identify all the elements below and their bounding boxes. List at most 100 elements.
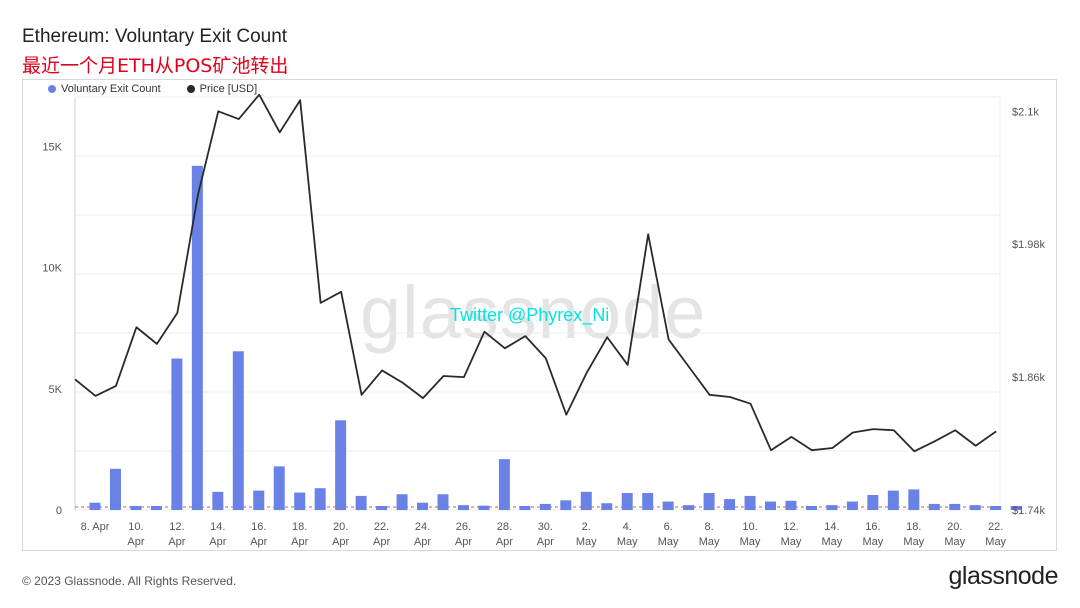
exit-count-bar <box>662 501 674 510</box>
x-tick-label: 14. <box>210 521 225 533</box>
exit-count-bar <box>191 165 203 510</box>
exit-count-bar <box>785 500 797 510</box>
exit-count-bar <box>355 495 367 510</box>
x-tick-month-label: Apr <box>373 536 390 548</box>
exit-count-bar <box>580 491 592 510</box>
exit-count-bar <box>335 420 347 510</box>
x-tick-label: 28. <box>497 521 512 533</box>
x-tick-label: 24. <box>415 521 430 533</box>
glassnode-logo: glassnode <box>948 562 1059 590</box>
x-tick-month-label: May <box>822 536 843 548</box>
legend-item-price[interactable]: Price [USD] <box>186 83 258 95</box>
exit-count-bar <box>253 490 265 510</box>
x-tick-label: 22. <box>988 521 1003 533</box>
exit-count-bar <box>478 505 490 510</box>
left-tick-label: 0 <box>56 505 62 517</box>
legend-item-exit-count[interactable]: Voluntary Exit Count <box>48 83 161 95</box>
right-tick-label: $1.74k <box>1012 505 1046 517</box>
left-tick-label: 10K <box>42 263 62 275</box>
x-tick-month-label: May <box>740 536 761 548</box>
x-tick-month-label: May <box>944 536 965 548</box>
exit-count-bar <box>683 505 695 510</box>
x-tick-label: 10. <box>742 521 757 533</box>
exit-count-bar <box>765 501 777 510</box>
left-tick-label: 5K <box>49 384 63 396</box>
x-tick-month-label: Apr <box>168 536 185 548</box>
x-tick-label: 4. <box>623 521 632 533</box>
x-tick-month-label: Apr <box>127 536 144 548</box>
exit-count-bar <box>457 505 469 510</box>
x-tick-label: 12. <box>783 521 798 533</box>
x-tick-label: 16. <box>865 521 880 533</box>
x-tick-label: 18. <box>292 521 307 533</box>
x-tick-month-label: May <box>617 536 638 548</box>
chart-frame <box>22 79 1057 551</box>
x-tick-month-label: May <box>576 536 597 548</box>
exit-count-bar <box>314 488 326 510</box>
x-tick-label: 20. <box>947 521 962 533</box>
exit-count-bar <box>724 499 736 510</box>
chart-title: Ethereum: Voluntary Exit Count <box>22 26 288 47</box>
exit-count-bar <box>498 459 510 510</box>
price-line <box>74 93 997 453</box>
exit-count-bar <box>376 506 388 510</box>
x-tick-month-label: Apr <box>537 536 554 548</box>
exit-count-bar <box>744 495 756 510</box>
legend-label-price: Price [USD] <box>199 83 258 95</box>
exit-count-bar <box>89 502 101 510</box>
exit-count-bar <box>908 489 920 510</box>
x-tick-label: 16. <box>251 521 266 533</box>
x-tick-label: 30. <box>538 521 553 533</box>
exit-count-bar <box>109 468 121 510</box>
x-tick-month-label: May <box>699 536 720 548</box>
exit-count-bar <box>805 506 817 510</box>
x-tick-month-label: May <box>658 536 679 548</box>
exit-count-bar <box>928 503 940 510</box>
exit-count-bar <box>887 490 899 510</box>
exit-count-bar <box>212 491 224 510</box>
right-tick-label: $1.86k <box>1012 372 1046 384</box>
x-tick-month-label: Apr <box>291 536 308 548</box>
exit-count-bar <box>150 506 162 510</box>
exit-count-bar <box>621 493 633 510</box>
x-tick-label: 20. <box>333 521 348 533</box>
x-tick-label: 6. <box>664 521 673 533</box>
exit-count-bar <box>539 503 551 510</box>
exit-count-bar <box>232 351 244 510</box>
exit-count-bar <box>560 500 572 510</box>
x-tick-label: 18. <box>906 521 921 533</box>
exit-count-bar <box>273 466 285 510</box>
x-tick-label: 22. <box>374 521 389 533</box>
exit-count-bar <box>519 506 531 510</box>
exit-count-bar <box>990 506 1002 510</box>
glassnode-watermark: glassnode <box>360 271 707 354</box>
chart-subtitle: 最近一个月ETH从POS矿池转出 <box>22 55 289 77</box>
left-tick-label: 15K <box>42 141 62 153</box>
chart-legend: Voluntary Exit Count Price [USD] <box>48 83 257 95</box>
exit-count-bar <box>846 501 858 510</box>
exit-count-bar <box>703 493 715 510</box>
exit-count-bar <box>130 506 142 510</box>
x-tick-month-label: Apr <box>496 536 513 548</box>
exit-count-bar <box>642 493 654 510</box>
x-tick-label: 10. <box>128 521 143 533</box>
exit-count-bar <box>949 503 961 510</box>
exit-count-bar <box>867 494 879 510</box>
x-tick-label: 26. <box>456 521 471 533</box>
exit-count-bar <box>437 494 449 510</box>
exit-count-bar <box>294 492 306 510</box>
twitter-overlay-text: Twitter @Phyrex_Ni <box>450 305 610 325</box>
x-tick-label: 2. <box>582 521 591 533</box>
right-tick-label: $1.98k <box>1012 239 1046 251</box>
exit-count-bar <box>417 502 429 510</box>
x-tick-label: 8. Apr <box>81 521 110 533</box>
x-tick-month-label: May <box>862 536 883 548</box>
x-tick-month-label: Apr <box>209 536 226 548</box>
x-tick-month-label: Apr <box>332 536 349 548</box>
x-tick-month-label: Apr <box>414 536 431 548</box>
exit-count-bar <box>969 505 981 510</box>
x-tick-label: 14. <box>824 521 839 533</box>
legend-swatch-price <box>186 85 195 93</box>
x-tick-label: 12. <box>169 521 184 533</box>
